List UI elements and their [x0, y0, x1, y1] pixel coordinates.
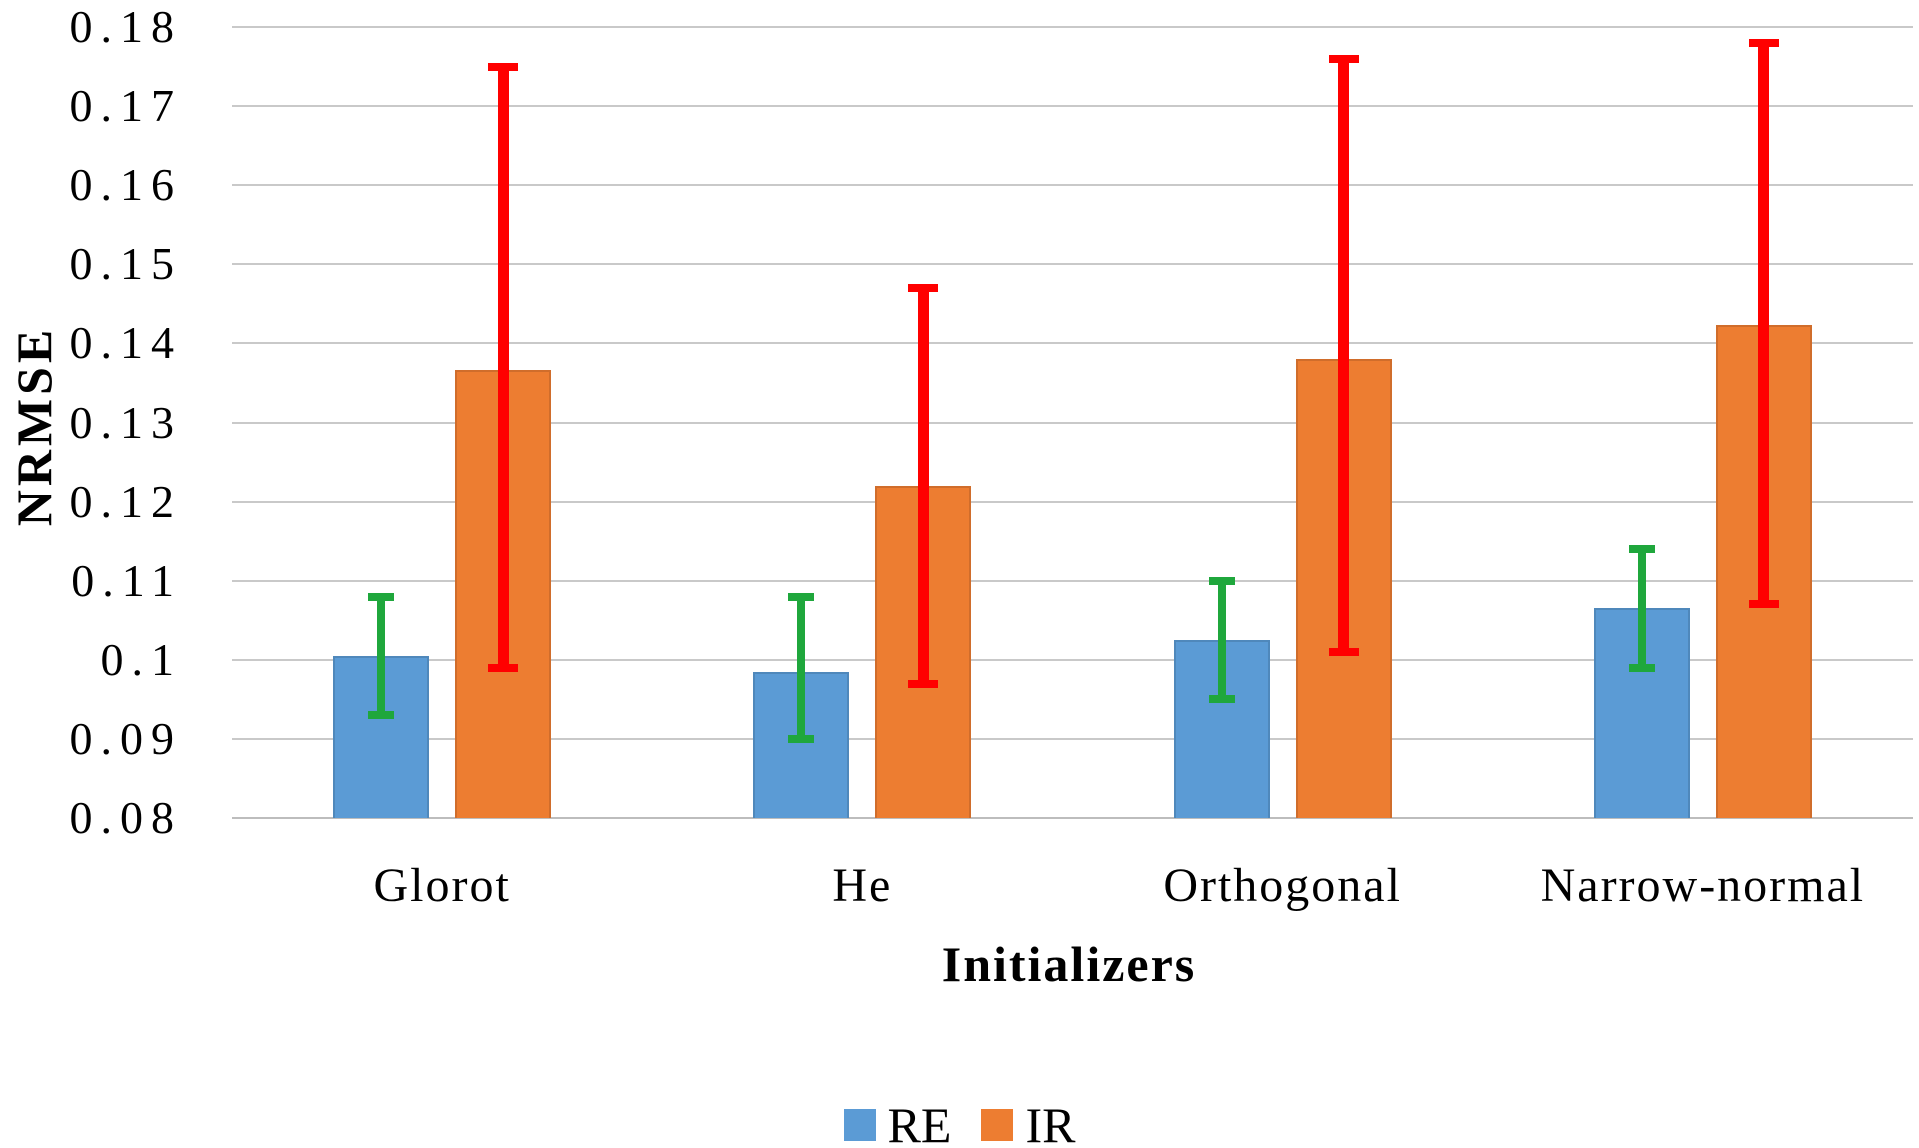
gridline	[232, 26, 1913, 28]
error-bar-cap	[908, 679, 939, 688]
y-tick-label: 0.16	[69, 159, 182, 211]
error-bar-cap	[1208, 695, 1235, 704]
y-tick-label: 0.11	[71, 554, 182, 606]
error-bar-re	[797, 596, 806, 739]
y-tick-label: 0.13	[69, 396, 182, 448]
gridline	[232, 737, 1913, 740]
gridline	[232, 263, 1913, 266]
x-category-label: Narrow-normal	[1540, 859, 1866, 912]
gridline	[232, 184, 1913, 187]
x-axis-title: Initializers	[941, 936, 1197, 992]
legend-item-ir: IR	[981, 1096, 1075, 1148]
error-bar-cap	[788, 734, 815, 743]
x-category-label: Orthogonal	[1163, 859, 1402, 912]
x-axis-line	[232, 817, 1913, 819]
ir-color-swatch	[981, 1109, 1014, 1141]
y-tick-label: 0.12	[69, 475, 182, 527]
error-bar-cap	[1748, 600, 1779, 609]
error-bar-cap	[908, 284, 939, 293]
error-bar-ir	[1758, 42, 1770, 605]
gridline	[232, 500, 1913, 503]
gridline	[232, 421, 1913, 424]
y-tick-label: 0.08	[69, 792, 182, 843]
error-bar-cap	[1748, 38, 1779, 47]
error-bar-cap	[488, 663, 519, 672]
error-bar-cap	[1328, 54, 1359, 63]
error-bar-re	[1217, 580, 1226, 700]
re-color-swatch	[843, 1109, 876, 1141]
y-tick-label: 0.17	[69, 80, 182, 132]
gridline	[232, 105, 1913, 108]
gridline	[232, 658, 1913, 661]
y-tick-label: 0.1	[100, 633, 182, 685]
y-tick-label: 0.14	[69, 317, 182, 369]
error-bar-ir	[917, 288, 929, 684]
error-bar-cap	[1628, 545, 1655, 554]
error-bar-ir	[497, 66, 509, 668]
error-bar-cap	[488, 62, 519, 71]
error-bar-re	[377, 596, 386, 716]
error-bar-cap	[788, 592, 815, 601]
error-bar-cap	[1208, 576, 1235, 585]
gridline	[232, 579, 1913, 582]
gridline	[232, 342, 1913, 345]
error-bar-re	[1637, 549, 1646, 668]
x-category-label: He	[832, 859, 893, 912]
legend-label-re: RE	[887, 1097, 952, 1148]
error-bar-cap	[368, 592, 395, 601]
legend-label-ir: IR	[1025, 1097, 1076, 1148]
y-tick-label: 0.18	[69, 1, 182, 52]
y-tick-label: 0.15	[69, 238, 182, 290]
legend-item-re: RE	[843, 1096, 952, 1148]
legend: RE IR	[0, 1096, 1919, 1148]
x-category-label: Glorot	[373, 859, 511, 912]
error-bar-cap	[1628, 663, 1655, 672]
error-bar-cap	[1328, 647, 1359, 656]
error-bar-cap	[368, 711, 395, 720]
error-bar-ir	[1338, 58, 1350, 652]
y-tick-label: 0.09	[69, 712, 182, 764]
